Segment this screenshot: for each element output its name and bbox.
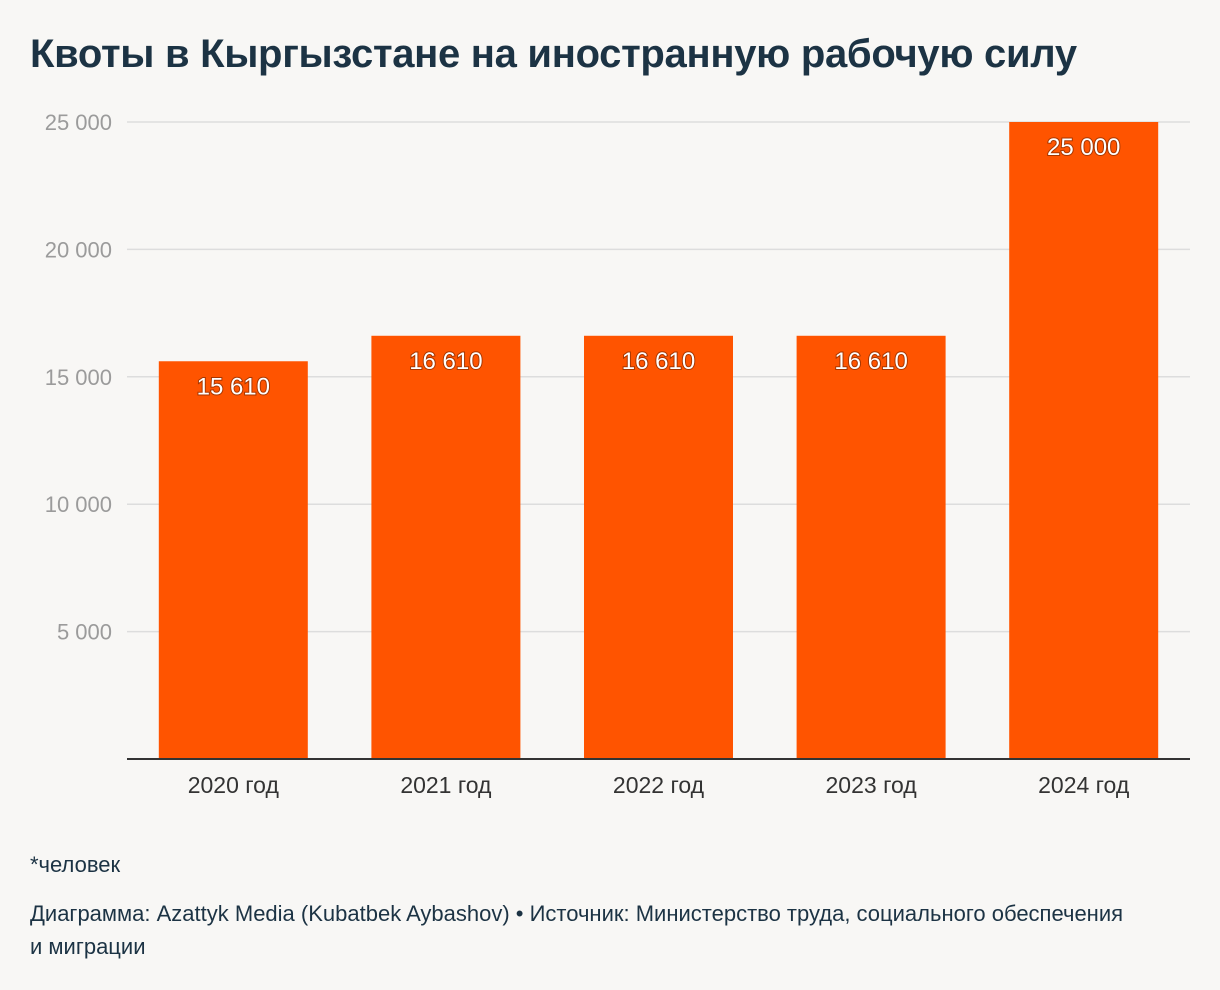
y-tick-label: 25 000 bbox=[45, 110, 112, 135]
x-tick-label: 2024 год bbox=[1038, 772, 1130, 798]
labels-layer: 5 000 10 000 15 000 20 000 25 000 15 610 2020 … bbox=[45, 110, 1190, 798]
y-tick-label: 15 000 bbox=[45, 365, 112, 390]
y-tick-label: 5 000 bbox=[57, 620, 112, 645]
bar-2022 bbox=[584, 335, 733, 759]
bar-2021 bbox=[371, 335, 521, 759]
data-label: 16 610 bbox=[409, 348, 482, 375]
y-tick-label: 10 000 bbox=[45, 492, 112, 517]
data-label: 15 610 bbox=[197, 373, 270, 400]
bars-layer bbox=[158, 122, 1159, 759]
bar-2024 bbox=[1009, 122, 1159, 759]
chart-title: Квоты в Кыргызстане на иностранную рабоч… bbox=[30, 32, 1077, 76]
credits: Диаграмма: Azattyk Media (Kubatbek Aybas… bbox=[30, 901, 1124, 959]
x-tick-label: 2023 год bbox=[826, 772, 918, 798]
footnote: *человек bbox=[30, 852, 121, 877]
bar-2020 bbox=[158, 361, 308, 759]
bar-2023 bbox=[796, 335, 946, 759]
x-tick-label: 2021 год bbox=[400, 772, 492, 798]
y-tick-label: 20 000 bbox=[45, 237, 112, 262]
x-tick-label: 2022 год bbox=[613, 772, 705, 798]
data-label: 16 610 bbox=[622, 348, 695, 375]
data-label: 25 000 bbox=[1047, 134, 1120, 161]
x-tick-label: 2020 год bbox=[188, 772, 280, 798]
bar-chart: 5 000 10 000 15 000 20 000 25 000 15 610 2020 … bbox=[45, 110, 1190, 798]
data-label: 16 610 bbox=[834, 348, 907, 375]
